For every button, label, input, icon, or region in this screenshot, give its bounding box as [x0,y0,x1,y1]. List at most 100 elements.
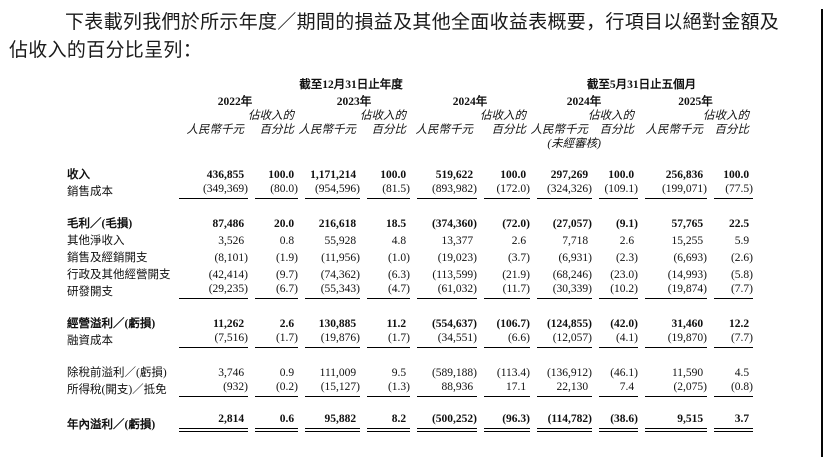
table-row: 除稅前溢利／(虧損) 3,746 0.9 111,009 9.5 (589,188) (11… [67,363,753,380]
cell-value: (81.5) [360,182,410,199]
cell-value: (172.0) [477,182,530,199]
cell-value: 12.2 [729,318,750,330]
period-group-annual: 截至12月31日止年度 [299,79,403,91]
pct-of-revenue-row: 佔收入的 佔收入的 佔收入的 佔收入的 佔收入的 [67,109,753,123]
rmb-thousand-label: 人民幣千元 [298,124,357,136]
cell-value: (23.0) [610,269,638,281]
cell-value: (3.7) [507,252,530,264]
row-label: 年內溢利／(虧損) [67,419,156,431]
cell-value: (19,876) [298,331,360,348]
row-label: 研發開支 [67,286,113,298]
cell-value: (77.5) [707,182,753,199]
cell-value: (46.1) [610,367,638,379]
row-label: 融資成本 [67,335,113,347]
row-label: 經營溢利／(虧損) [67,318,156,330]
unaudited-note: (未經審核) [547,138,601,150]
cell-value: (34,551) [410,331,477,348]
percentage-label: 百分比 [599,124,635,136]
spacer-row [67,348,753,363]
spacer-row [67,299,753,314]
rmb-thousand-label: 人民幣千元 [530,124,589,136]
table-row: 行政及其他經營開支 (42,414) (9.7) (74,362) (6.3) (113,… [67,265,753,282]
cell-value: (74,362) [320,269,360,281]
cell-value: (80.0) [248,182,298,199]
cell-value: 7,718 [562,235,589,247]
cell-value: 8.2 [360,412,410,432]
table-row: 融資成本 (7,516) (1.7) (19,876) (1.7) (34,551) (6.… [67,331,753,348]
cell-value: (6,693) [673,252,707,264]
cell-value: (324,326) [530,182,592,199]
cell-value: 87,486 [212,218,245,230]
pct-of-revenue-label: 佔收入的 [588,110,634,122]
row-label: 銷售成本 [67,186,113,198]
table-row: 收入 436,855 100.0 1,171,214 100.0 519,622 100.0… [67,151,753,182]
cell-value: (27,057) [552,218,592,230]
table-row: 經營溢利／(虧損) 11,262 2.6 130,885 11.2 (554,637) (1… [67,314,753,331]
cell-value: 15,255 [671,235,704,247]
cell-value: 7.4 [592,380,638,397]
cell-value: 0.6 [248,412,298,432]
unit-header-row: 人民幣千元 百分比 人民幣千元 百分比 人民幣千元 百分比 人民幣千元 百分比 … [67,123,753,137]
cell-value: 4.5 [734,367,750,379]
cell-value: 57,765 [671,218,704,230]
income-statement-table: 截至12月31日止年度 截至5月31日止五個月 2022年 2023年 2024… [67,77,753,432]
cell-value: (11,956) [321,252,360,264]
table-row: 銷售成本 (349,369) (80.0) (954,596) (81.5) (893,9… [67,182,753,199]
cell-value: 100.0 [268,169,295,181]
cell-value: (96.3) [477,412,530,432]
cell-value: 4.8 [391,235,407,247]
document-page: 下表載列我們於所示年度／期間的損益及其他全面收益表概要，行項目以絕對金額及佔收入… [0,9,832,457]
cell-value: 2,814 [172,412,248,432]
cell-value: (9.1) [615,218,638,230]
cell-value: (9.7) [275,269,298,281]
percentage-label: 百分比 [714,124,750,136]
cell-value: (68,246) [552,269,592,281]
cell-value: 100.0 [380,169,407,181]
spacer-row [67,397,753,412]
cell-value: (893,982) [410,182,477,199]
cell-value: (954,596) [298,182,360,199]
cell-value: (6.6) [477,331,530,348]
cell-value: 100.0 [500,169,527,181]
cell-value: 3.7 [707,412,753,432]
row-label: 收入 [67,169,90,181]
cell-value: (7.7) [707,331,753,348]
cell-value: (38.6) [592,412,638,432]
cell-value: (11.7) [477,282,530,299]
cell-value: (114,782) [530,412,592,432]
cell-value: 55,928 [324,235,357,247]
period-group-row: 截至12月31日止年度 截至5月31日止五個月 [67,77,753,92]
row-label: 銷售及經銷開支 [67,252,148,264]
cell-value: (1.3) [360,380,410,397]
cell-value: (19,023) [437,252,477,264]
unaudited-row: (未經審核) [67,137,753,151]
cell-value: (21.9) [502,269,530,281]
cell-value: (554,637) [431,318,477,330]
cell-value: (113,599) [432,269,477,281]
cell-value: 31,460 [671,318,704,330]
cell-value: (113.4) [496,367,530,379]
cell-value: 1,171,214 [310,169,357,181]
cell-value: (8,101) [214,252,248,264]
percentage-label: 百分比 [371,124,407,136]
cell-value: 100.0 [723,169,750,181]
rmb-thousand-label: 人民幣千元 [415,124,474,136]
cell-value: (29,235) [172,282,248,299]
cell-value: 17.1 [477,380,530,397]
cell-value: (42,414) [208,269,248,281]
pct-of-revenue-label: 佔收入的 [703,110,749,122]
cell-value: (374,360) [431,218,477,230]
cell-value: (349,369) [172,182,248,199]
row-label: 除稅前溢利／(虧損) [67,367,167,379]
cell-value: (5.8) [730,269,753,281]
cell-value: 216,618 [318,218,357,230]
row-label: 所得稅(開支)／抵免 [67,384,167,396]
cell-value: (106.7) [496,318,530,330]
rmb-thousand-label: 人民幣千元 [186,124,245,136]
cell-value: 22,130 [530,380,592,397]
cell-value: 256,836 [665,169,704,181]
spacer-row [67,199,753,214]
cell-value: (0.8) [707,380,753,397]
year-2025: 2025年 [678,96,713,108]
cell-value: 5.9 [734,235,750,247]
